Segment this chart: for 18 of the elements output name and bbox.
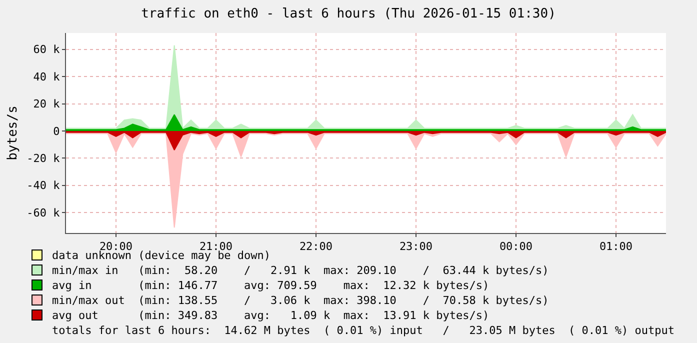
text: totals for last 6 hours: 14.62 M bytes ( 0.01 %) input / 23.05 M bytes ( 0.01 %) output bbox=[52, 324, 675, 337]
y-tick-label: -60 k bbox=[26, 206, 60, 220]
x-tick-label: 22:00 bbox=[299, 240, 333, 254]
y-tick-label: 20 k bbox=[33, 98, 60, 111]
y-tick-label: 40 k bbox=[33, 70, 60, 84]
x-tick-label: 23:00 bbox=[399, 240, 433, 254]
y-tick-label: -20 k bbox=[26, 152, 60, 166]
x-tick-label: 01:00 bbox=[599, 240, 633, 254]
legend-label: avg in (min: 146.77 avg: 709.59 max: 12.32 k bytes/s) bbox=[52, 279, 490, 292]
y-axis-title: bytes/s bbox=[6, 106, 21, 160]
legend-label: min/max out (min: 138.55 / 3.06 k max: 398.10 / 70.58 k bytes/s) bbox=[52, 294, 549, 307]
chart-title: traffic on eth0 - last 6 hours (Thu 2026-01-15 01:30) bbox=[141, 6, 556, 22]
x-tick-label: 00:00 bbox=[499, 240, 533, 254]
y-tick-label: -40 k bbox=[26, 179, 60, 192]
legend-label: min/max in (min: 58.20 / 2.91 k max: 209.10 / 63.44 k bytes/s) bbox=[52, 264, 549, 277]
y-tick-label: 0 bbox=[53, 124, 60, 138]
legend-label: avg out (min: 349.83 avg: 1.09 k max: 13.91 k bytes/s) bbox=[52, 309, 490, 322]
y-tick-label: 60 k bbox=[33, 43, 60, 56]
